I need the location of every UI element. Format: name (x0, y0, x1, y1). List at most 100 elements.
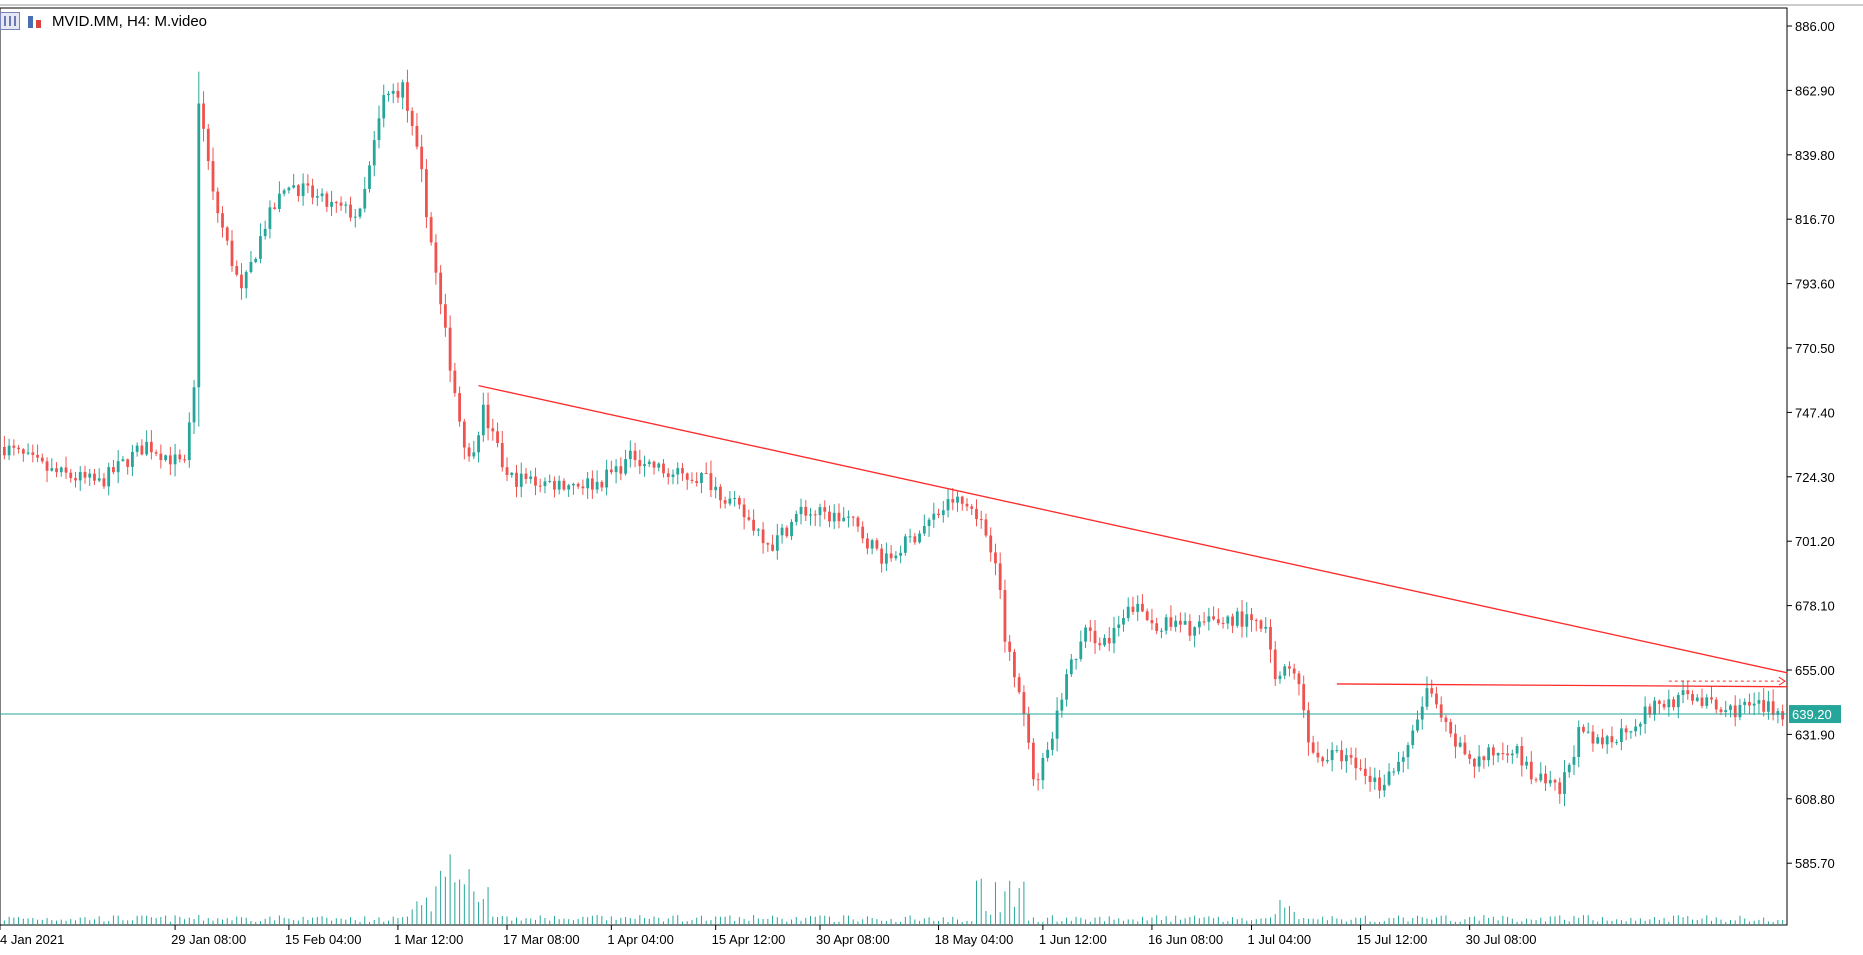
bear-candle (17, 447, 20, 450)
bear-candle (719, 486, 722, 501)
bull-candle (107, 467, 111, 487)
bull-candle (344, 204, 348, 206)
bear-candle (1472, 758, 1476, 767)
bull-candle (1548, 779, 1552, 784)
bear-candle (1098, 643, 1102, 646)
bull-candle (946, 499, 950, 511)
bear-candle (425, 169, 428, 218)
bull-candle (1122, 618, 1125, 625)
bull-candle (832, 512, 836, 522)
bear-candle (410, 110, 414, 126)
bear-candle (609, 469, 613, 473)
bear-candle (1155, 623, 1159, 632)
bull-candle (278, 193, 281, 209)
bull-candle (1278, 675, 1282, 680)
descending-trendline[interactable] (478, 385, 1788, 674)
bull-candle (1074, 659, 1078, 661)
bull-candle (1283, 666, 1287, 676)
bear-candle (206, 128, 210, 162)
bear-candle (695, 480, 699, 483)
bear-candle (666, 473, 670, 478)
bear-candle (1435, 693, 1438, 705)
bear-candle (429, 217, 433, 243)
bull-candle (932, 513, 936, 520)
bear-candle (1221, 623, 1225, 625)
bear-candle (742, 504, 746, 518)
resistance-line[interactable] (1336, 683, 1788, 688)
bear-candle (1520, 746, 1524, 766)
bear-candle (1363, 768, 1367, 776)
bear-candle (638, 460, 642, 467)
bear-candle (662, 463, 665, 474)
y-tick-label: 816.70 (1795, 212, 1835, 227)
bull-candle (884, 553, 888, 564)
bull-candle (1382, 784, 1386, 791)
bull-candle (1084, 627, 1087, 642)
bull-candle (1567, 764, 1571, 773)
bear-candle (771, 544, 774, 551)
bull-candle (1752, 703, 1756, 706)
bear-candle (723, 500, 727, 504)
bear-candle (149, 441, 153, 453)
x-tick-label: 17 Mar 08:00 (503, 932, 580, 947)
bear-candle (1501, 753, 1505, 755)
bear-candle (230, 240, 234, 267)
bull-candle (1738, 704, 1742, 718)
bull-candle (922, 526, 926, 534)
bull-candle (145, 441, 149, 455)
bear-candle (1691, 694, 1694, 701)
bear-candle (1093, 630, 1097, 644)
bull-candle (1046, 749, 1050, 758)
x-tick-label: 16 Jun 08:00 (1148, 932, 1223, 947)
bull-candle (358, 208, 362, 217)
bull-candle (1330, 750, 1334, 761)
bear-candle (1591, 731, 1595, 744)
bear-candle (439, 272, 443, 305)
chart-title: MVID.MM, H4: M.video (52, 12, 208, 30)
bear-candle (1212, 616, 1215, 620)
bear-candle (2, 446, 6, 456)
bull-candle (1207, 616, 1211, 622)
bear-candle (1544, 773, 1547, 784)
bear-candle (1169, 617, 1173, 627)
bull-candle (780, 527, 784, 536)
bear-candle (69, 472, 73, 479)
bull-candle (1226, 616, 1230, 624)
bear-candle (1231, 616, 1234, 626)
bear-candle (126, 459, 130, 467)
bull-candle (643, 464, 646, 467)
bull-candle (657, 463, 661, 468)
candlestick-chart-icon[interactable] (26, 12, 46, 30)
bear-candle (1088, 627, 1092, 631)
bull-candle (794, 514, 798, 522)
bear-candle (1454, 733, 1457, 747)
bull-candle (254, 258, 258, 263)
bear-candle (1250, 614, 1253, 621)
bull-candle (1620, 728, 1623, 743)
table-icon[interactable] (0, 12, 20, 30)
bull-candle (1515, 746, 1519, 754)
bear-candle (1311, 742, 1315, 753)
bull-candle (1605, 736, 1609, 745)
y-tick-label: 655.00 (1795, 663, 1835, 678)
bear-candle (737, 497, 741, 505)
bull-candle (320, 193, 324, 197)
bear-candle (159, 453, 163, 461)
bull-candle (287, 187, 291, 191)
bear-candle (752, 519, 756, 531)
bear-candle (1378, 777, 1381, 791)
bear-candle (273, 207, 277, 209)
bear-candle (856, 517, 860, 527)
bull-candle (1401, 757, 1405, 762)
bull-candle (1586, 731, 1590, 733)
bull-candle (1069, 659, 1073, 675)
bull-candle (1634, 726, 1638, 732)
bear-candle (1558, 782, 1562, 794)
bull-candle (1487, 747, 1491, 761)
bear-candle (681, 468, 684, 474)
bull-candle (1103, 637, 1106, 646)
bear-candle (1482, 756, 1486, 761)
bear-candle (102, 478, 106, 487)
